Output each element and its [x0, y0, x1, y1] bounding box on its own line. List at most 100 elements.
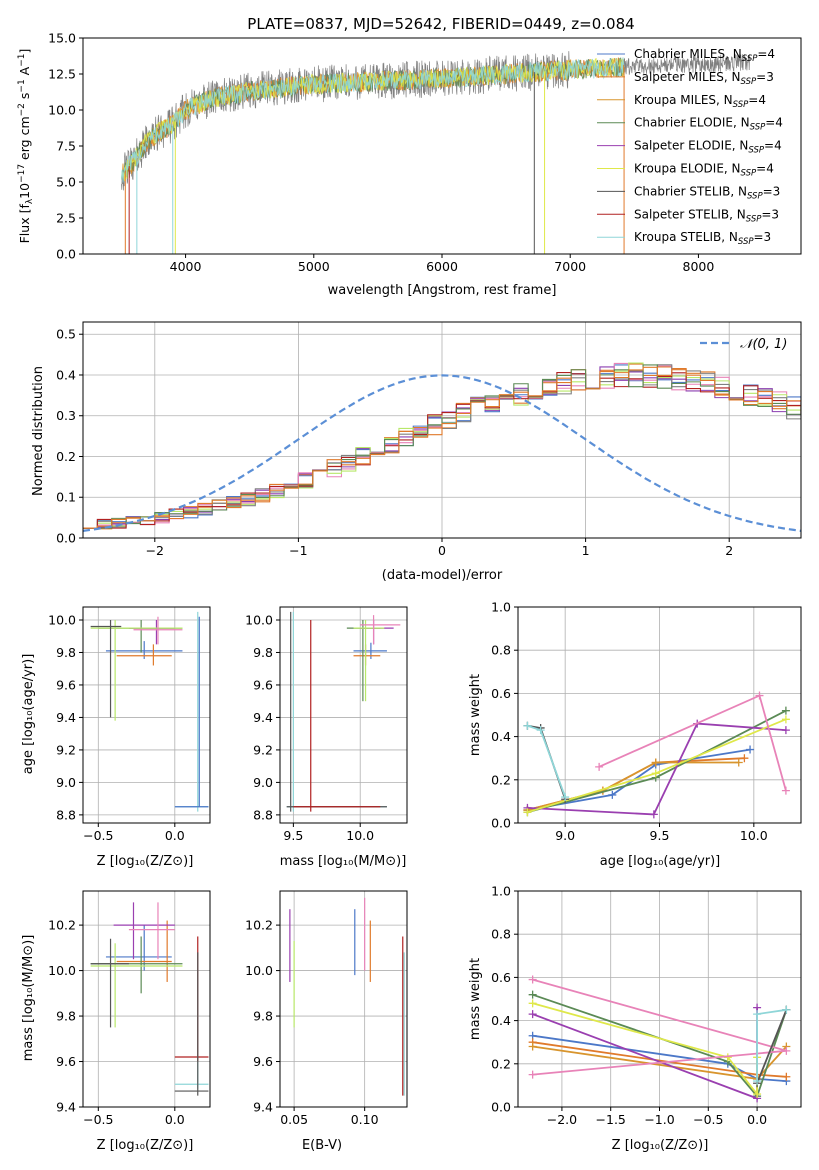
mass-z-ylabel: mass [log₁₀(M/M⊙)]	[21, 935, 36, 1062]
mw-age-xlabel: age [log₁₀(age/yr)]	[600, 854, 721, 869]
x-tick-label: −1.5	[596, 1112, 626, 1127]
x-tick-label: 0.05	[280, 1112, 308, 1127]
y-tick-label: 0.0	[491, 1100, 511, 1115]
data-point	[782, 1005, 791, 1014]
y-tick-label: 5.0	[56, 175, 76, 190]
plot-area	[280, 607, 407, 823]
y-tick-label: 8.8	[56, 807, 76, 822]
y-tick-label: 8.8	[253, 807, 273, 822]
plot-area	[280, 891, 407, 1107]
spectrum-legend: Chabrier MILES, NSSP=4 Salpeter MILES, NS…	[597, 47, 783, 247]
y-tick-label: 10.2	[48, 918, 76, 933]
marks-layer	[289, 897, 405, 1096]
y-tick-label: 0.0	[491, 816, 511, 831]
mass-vs-ebv-panel: E(B-V) 0.05 0.10 9.4 9.6 9.8 10.0 10.2	[245, 890, 408, 1153]
y-tick-label: 9.4	[253, 1100, 273, 1115]
marks-layer	[90, 611, 209, 812]
mw-age-ylabel: mass weight	[468, 674, 483, 756]
y-tick-label: 0.6	[491, 686, 511, 701]
legend-label: Kroupa STELIB, NSSP=3	[634, 230, 771, 247]
y-tick-label: 0.8	[491, 927, 511, 942]
x-tick-label: −2	[146, 543, 164, 558]
series-line	[532, 1034, 787, 1082]
x-tick-label: 0.0	[165, 1112, 185, 1127]
normal-legend-label: 𝒩(0, 1)	[740, 337, 787, 352]
y-tick-label: 10.2	[245, 918, 273, 933]
data-point	[651, 769, 660, 778]
residuals-xlabel: (data-model)/error	[382, 568, 503, 583]
legend-label: Kroupa MILES, NSSP=4	[634, 93, 766, 110]
data-point	[781, 715, 790, 724]
data-point	[561, 793, 570, 802]
x-tick-label: −0.5	[693, 1112, 723, 1127]
y-tick-label: 0.2	[491, 772, 511, 787]
data-point	[781, 706, 790, 715]
marks-layer	[90, 902, 209, 1096]
y-tick-label: 9.4	[253, 710, 273, 725]
y-tick-label: 10.0	[48, 103, 76, 118]
y-tick-label: 0.0	[56, 247, 76, 262]
data-point	[528, 1042, 537, 1051]
y-tick-label: 9.4	[56, 710, 76, 725]
marks-layer: Chabrier MILES, NSSP=4 Salpeter MILES, NS…	[121, 47, 783, 254]
data-point	[523, 808, 532, 817]
y-tick-label: 9.6	[56, 1054, 76, 1069]
x-tick-label: 9.5	[650, 828, 670, 843]
y-tick-label: 0.1	[56, 490, 76, 505]
y-tick-label: 9.2	[253, 742, 273, 757]
age-z-ylabel: age [log₁₀(age/yr)]	[21, 654, 36, 775]
axes-frame	[82, 890, 211, 1108]
data-point	[781, 726, 790, 735]
data-point	[753, 1077, 762, 1086]
data-point	[755, 691, 764, 700]
x-tick-label: −1	[289, 543, 307, 558]
x-tick-label: 10.0	[740, 828, 768, 843]
marks-layer	[528, 975, 791, 1103]
y-tick-label: 0.4	[491, 729, 511, 744]
data-point	[528, 1010, 537, 1019]
y-tick-label: 0.0	[56, 531, 76, 546]
y-tick-label: 2.5	[56, 211, 76, 226]
y-tick-label: 7.5	[56, 139, 76, 154]
axes-frame	[279, 606, 408, 824]
y-tick-label: 10.0	[245, 612, 273, 627]
data-point	[608, 790, 617, 799]
figure-title: PLATE=0837, MJD=52642, FIBERID=0449, z=0…	[247, 15, 634, 33]
data-point	[595, 762, 604, 771]
x-tick-label: 6000	[426, 259, 458, 274]
age-mass-xlabel: mass [log₁₀(M/M⊙)]	[280, 854, 407, 869]
axes-frame	[279, 890, 408, 1108]
residuals-ylabel: Normed distribution	[31, 366, 46, 496]
mass-ebv-xlabel: E(B-V)	[302, 1138, 342, 1153]
data-point	[536, 726, 545, 735]
x-tick-label: −0.5	[83, 828, 113, 843]
y-tick-label: 0.4	[56, 367, 76, 382]
y-tick-label: 9.8	[56, 645, 76, 660]
legend-label: Salpeter STELIB, NSSP=3	[634, 207, 779, 224]
y-tick-label: 10.0	[48, 612, 76, 627]
x-tick-label: 1	[582, 543, 590, 558]
histogram-step	[83, 366, 801, 529]
mw-z-ylabel: mass weight	[468, 958, 483, 1040]
x-tick-label: 0.10	[351, 1112, 379, 1127]
normal-curve	[83, 374, 801, 532]
marks-layer	[286, 611, 401, 812]
errorbar-group	[289, 897, 405, 1096]
x-tick-label: −2.0	[547, 1112, 577, 1127]
y-tick-label: 0.5	[56, 327, 76, 342]
y-tick-label: 9.4	[56, 1100, 76, 1115]
data-point	[649, 810, 658, 819]
y-tick-label: 0.6	[491, 970, 511, 985]
data-point	[781, 786, 790, 795]
data-point	[523, 721, 532, 730]
y-tick-label: 0.2	[56, 449, 76, 464]
axes-frame	[82, 606, 211, 824]
legend-label: Chabrier MILES, NSSP=4	[634, 47, 775, 64]
histogram-step	[83, 364, 801, 529]
x-tick-label: 9.5	[283, 828, 303, 843]
marks-layer: 𝒩(0, 1)	[83, 337, 801, 532]
legend-label: Salpeter ELODIE, NSSP=4	[634, 139, 782, 156]
y-tick-label: 1.0	[491, 600, 511, 615]
y-tick-label: 0.8	[491, 643, 511, 658]
